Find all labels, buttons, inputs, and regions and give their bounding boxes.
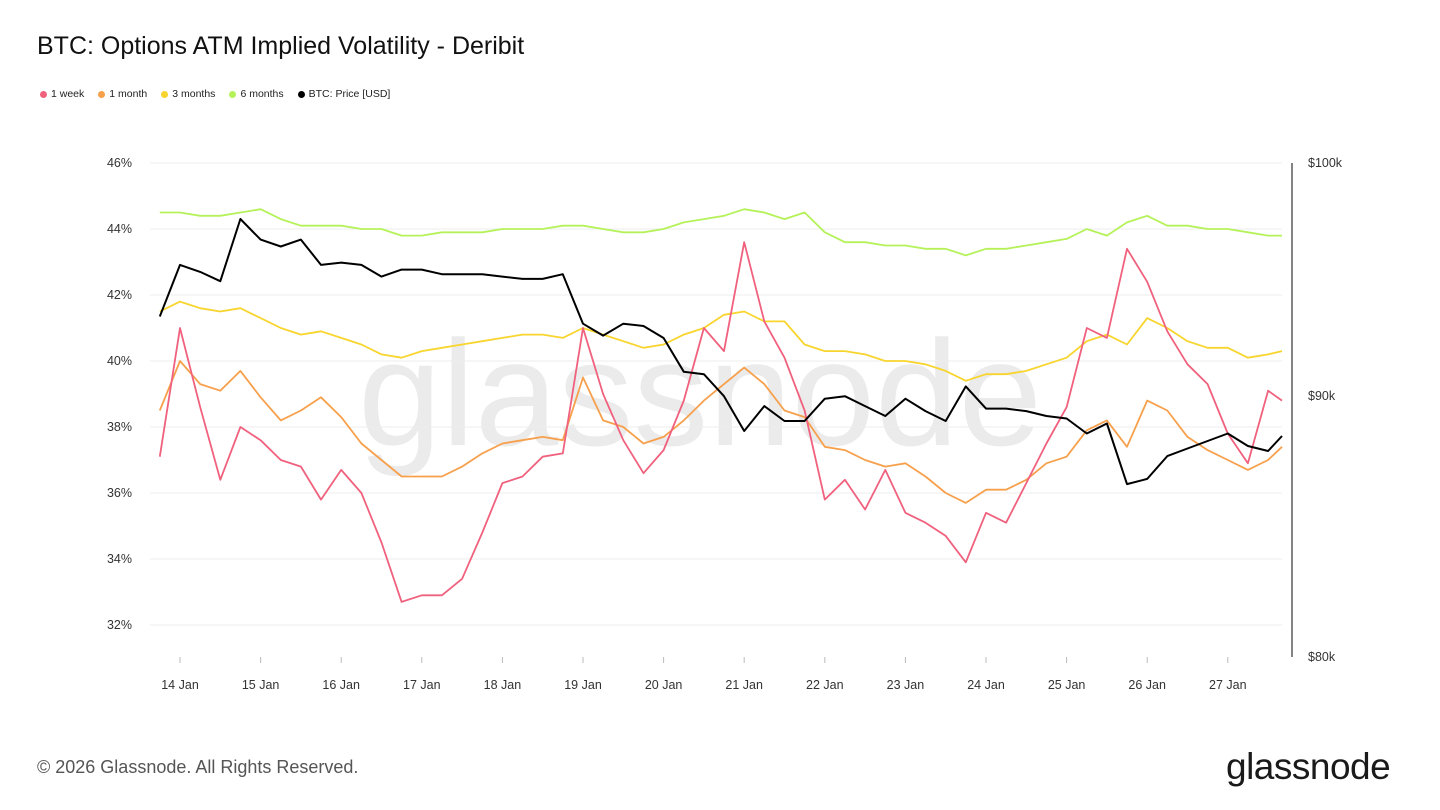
x-tick-label: 27 Jan bbox=[1209, 678, 1247, 692]
y-left-tick-label: 42% bbox=[107, 288, 132, 302]
y-left-tick-label: 32% bbox=[107, 618, 132, 632]
y-right-tick-label: $80k bbox=[1308, 650, 1336, 664]
y-left-tick-label: 38% bbox=[107, 420, 132, 434]
legend-label: 3 months bbox=[172, 88, 216, 100]
legend-dot-icon bbox=[161, 90, 169, 98]
x-tick-label: 14 Jan bbox=[161, 678, 199, 692]
x-tick-label: 19 Jan bbox=[564, 678, 602, 692]
legend-label: 6 months bbox=[240, 88, 284, 100]
y-left-tick-label: 40% bbox=[107, 354, 132, 368]
legend: 1 week 1 month 3 months 6 months BTC: Pr… bbox=[40, 88, 390, 100]
legend-dot-icon bbox=[229, 90, 237, 98]
y-left-tick-label: 46% bbox=[107, 156, 132, 170]
x-tick-label: 20 Jan bbox=[645, 678, 683, 692]
x-tick-label: 22 Jan bbox=[806, 678, 844, 692]
x-tick-label: 16 Jan bbox=[322, 678, 360, 692]
legend-item-1-month[interactable]: 1 month bbox=[98, 88, 147, 100]
glassnode-logo: glassnode bbox=[1226, 746, 1391, 787]
legend-dot-icon bbox=[40, 90, 47, 98]
y-left-tick-label: 34% bbox=[107, 552, 132, 566]
legend-item-btc-price[interactable]: BTC: Price [USD] bbox=[297, 88, 391, 100]
legend-item-1-week[interactable]: 1 week bbox=[40, 88, 84, 100]
y-right-tick-label: $100k bbox=[1308, 156, 1343, 170]
legend-item-6-months[interactable]: 6 months bbox=[229, 88, 284, 100]
series-line-1-week bbox=[158, 241, 1283, 603]
legend-dot-icon bbox=[297, 90, 305, 98]
y-left-tick-label: 44% bbox=[107, 222, 132, 236]
legend-label: 1 week bbox=[51, 88, 85, 100]
legend-label: BTC: Price [USD] bbox=[308, 88, 391, 100]
x-tick-label: 21 Jan bbox=[725, 678, 763, 692]
series-line-3-months bbox=[159, 300, 1283, 382]
y-right-tick-label: $90k bbox=[1308, 389, 1336, 403]
x-tick-label: 15 Jan bbox=[242, 678, 280, 692]
chart-title: BTC: Options ATM Implied Volatility - De… bbox=[37, 32, 525, 60]
x-tick-label: 25 Jan bbox=[1048, 678, 1086, 692]
x-tick-label: 23 Jan bbox=[887, 678, 925, 692]
x-tick-label: 17 Jan bbox=[403, 678, 441, 692]
watermark: glassnode bbox=[358, 309, 1042, 477]
x-tick-label: 18 Jan bbox=[484, 678, 522, 692]
series-line-btc-price-usd bbox=[158, 218, 1283, 486]
legend-item-3-months[interactable]: 3 months bbox=[161, 88, 215, 100]
legend-label: 1 month bbox=[109, 88, 148, 100]
legend-dot-icon bbox=[98, 90, 106, 98]
series-line-6-months bbox=[159, 208, 1282, 257]
y-left-tick-label: 36% bbox=[107, 486, 132, 500]
copyright-footer: © 2026 Glassnode. All Rights Reserved. bbox=[37, 757, 359, 777]
series-line-1-month bbox=[158, 360, 1283, 504]
x-tick-label: 24 Jan bbox=[967, 678, 1005, 692]
x-tick-label: 26 Jan bbox=[1128, 678, 1166, 692]
